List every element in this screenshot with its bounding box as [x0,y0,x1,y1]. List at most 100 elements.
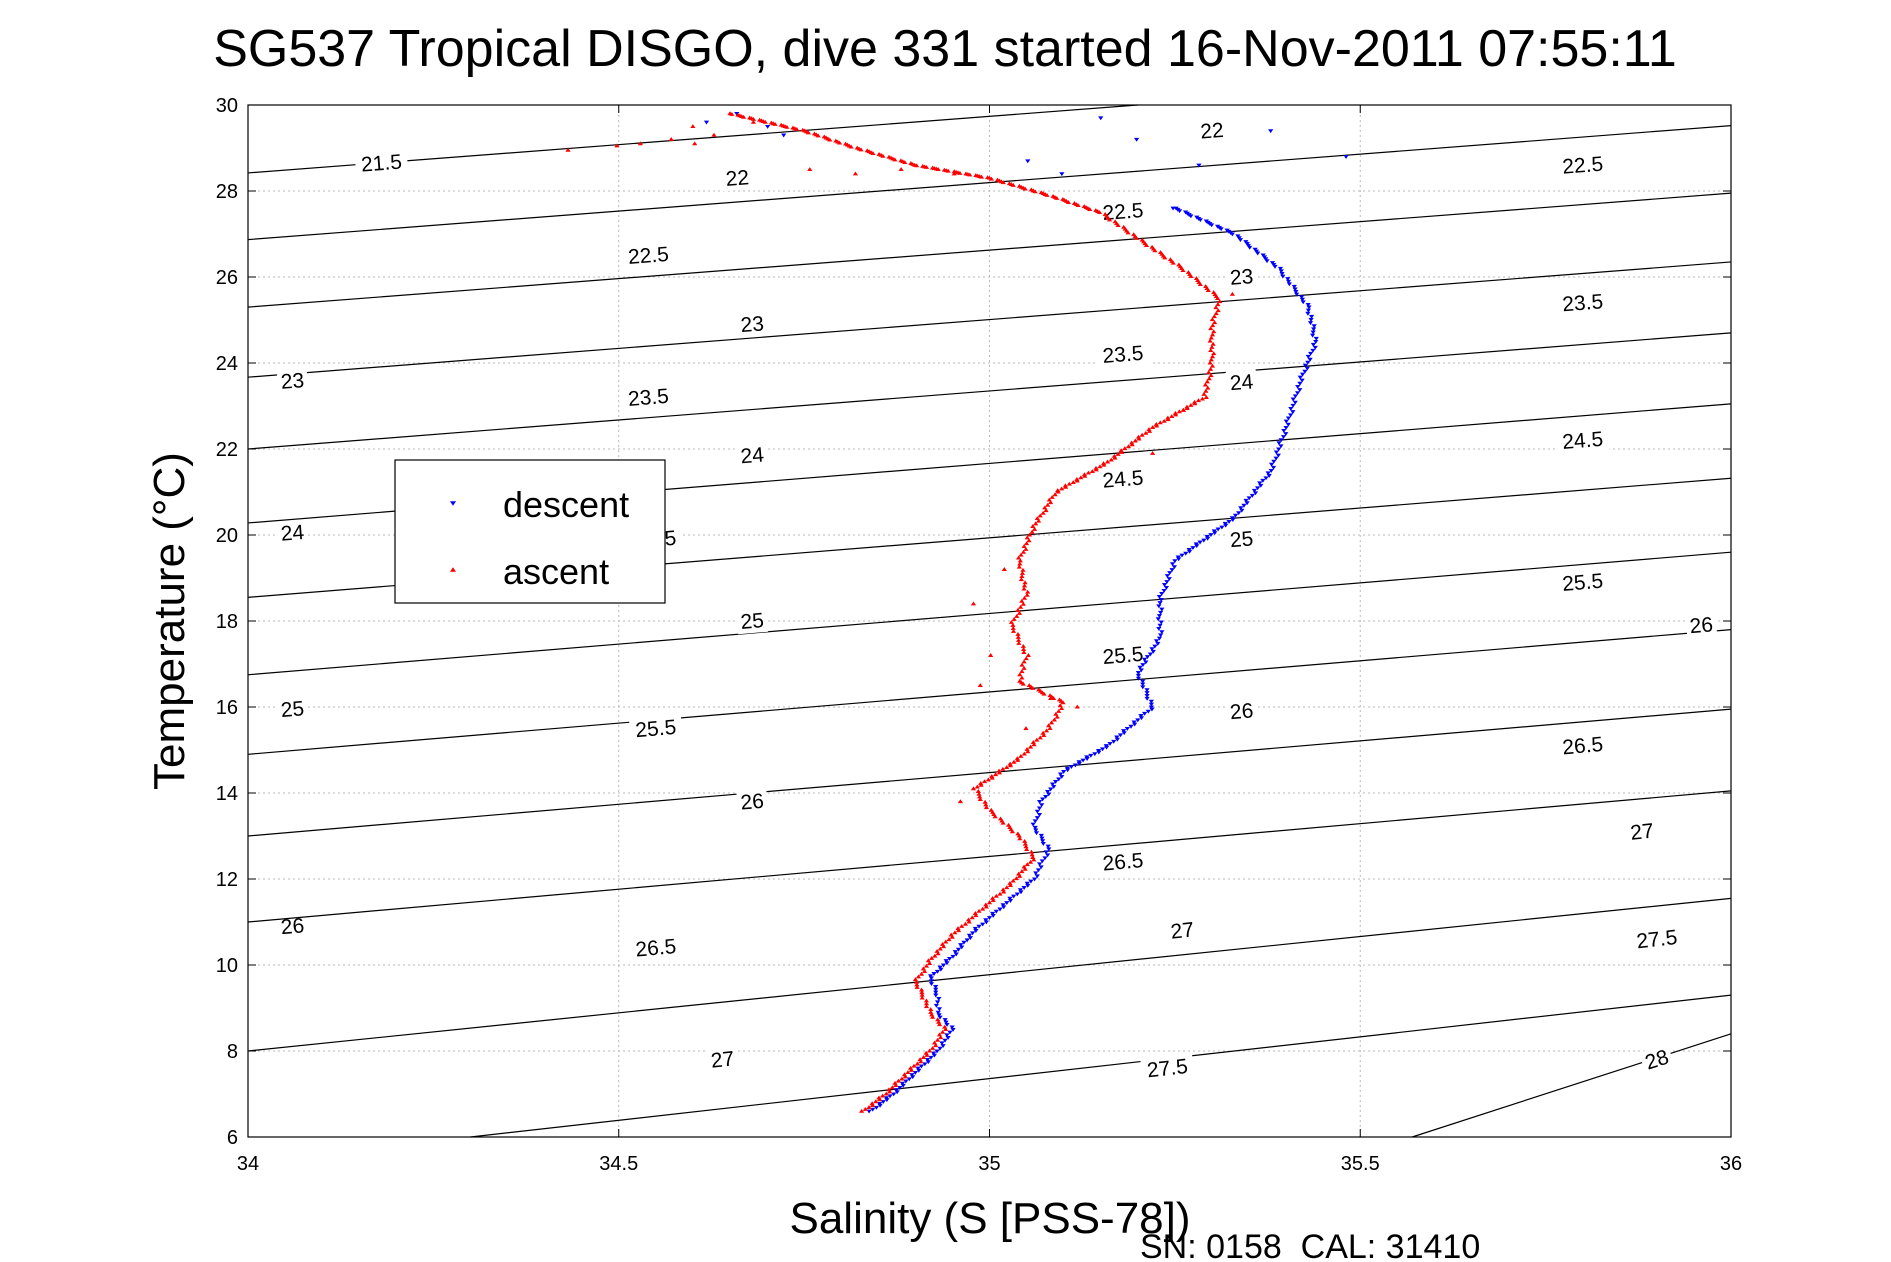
contour-label: 23.5 [1561,290,1604,316]
x-tick-label: 34.5 [599,1153,638,1175]
descent-point [1279,272,1285,276]
ascent-point [985,175,991,180]
descent-point [1307,357,1313,362]
descent-point [1268,468,1274,473]
ascent-point [1203,388,1209,393]
descent-point [933,990,939,995]
ascent-point [1150,425,1156,430]
ascent-point [1042,505,1048,510]
descent-point [1302,363,1309,368]
descent-point [986,916,993,921]
ascent-point [1029,529,1035,534]
descent-point [910,1075,916,1080]
descent-point [1156,636,1163,641]
ascent-point [1024,592,1030,597]
descent-point [1144,693,1150,698]
ascent-point [1071,201,1078,205]
descent-point [1084,755,1090,760]
ascent-point [985,777,991,782]
ascent-point [873,1099,879,1104]
descent-point [1235,234,1241,239]
ascent-point [1125,444,1132,449]
descent-point [1201,538,1207,543]
ascent-point [1060,197,1066,201]
ascent-point [869,1101,875,1106]
descent-point [1190,546,1196,551]
ascent-point [1009,829,1016,834]
contour-label: 23 [740,312,765,337]
ascent-point [1111,453,1117,458]
descent-point [1232,513,1239,518]
ascent-point [970,601,977,606]
ascent-point [955,928,962,933]
ascent-point [1010,622,1016,627]
descent-point [1158,633,1164,638]
density-contour-line [247,551,1732,676]
ascent-point [1021,595,1028,600]
ascent-point [1089,469,1095,473]
descent-point [1149,647,1155,652]
contour-label-background [1096,847,1150,877]
ascent-point [1205,385,1211,390]
descent-point [1032,825,1038,830]
contour-label: 26.5 [1561,733,1604,760]
contour-label: 23 [1229,265,1254,290]
series-ascent [565,111,1235,1113]
descent-point [1290,410,1296,415]
legend: descent ascent [394,459,666,604]
ascent-point [1017,678,1023,683]
ascent-point [1024,847,1030,851]
ascent-point [957,799,964,804]
descent-point [1249,493,1255,498]
y-tick-label: 8 [227,1041,238,1063]
ascent-point [1121,224,1127,229]
density-contour-line [247,790,1732,923]
ascent-point [800,127,806,132]
ascent-point [989,810,996,814]
descent-point [906,1077,912,1082]
ascent-point [970,786,977,791]
descent-point [1273,456,1279,461]
ascent-point [978,781,984,785]
descent-point [1285,279,1292,284]
descent-point [964,938,970,943]
ascent-point [1057,703,1063,708]
ascent-point [1209,317,1215,322]
descent-point [1311,324,1317,329]
ascent-point [1209,363,1216,368]
descent-point [1222,521,1228,526]
descent-point [966,933,973,938]
ascent-point [1149,244,1155,249]
ascent-point [934,1037,941,1042]
ascent-point [1102,212,1108,216]
descent-point [1036,812,1043,817]
descent-point [1194,215,1200,220]
ascent-point [959,923,965,928]
y-tick-label: 30 [216,95,238,117]
descent-point [1152,644,1158,649]
ascent-point [1217,299,1223,304]
contour-label-background [1225,263,1258,291]
ascent-point [1007,761,1013,766]
descent-point [1137,665,1143,670]
ascent-point [1015,831,1021,836]
descent-point [1243,498,1249,503]
ascent-point [924,1052,930,1057]
descent-point [1305,311,1311,316]
ascent-point [1157,420,1163,425]
ascent-point [1037,513,1043,518]
ascent-point [1122,446,1128,451]
contour-label: 26 [1689,613,1714,638]
contour-label: 22.5 [627,243,670,269]
descent-point [1032,819,1038,824]
ascent-point [997,816,1004,821]
descent-point [933,993,939,998]
descent-point [1283,432,1289,436]
descent-point [1035,868,1042,873]
ascent-point [943,1027,949,1032]
descent-point [1297,375,1303,380]
descent-point [1132,722,1138,727]
contour-label: 27.5 [1146,1055,1189,1082]
descent-point [958,943,964,948]
descent-point [1049,782,1056,787]
